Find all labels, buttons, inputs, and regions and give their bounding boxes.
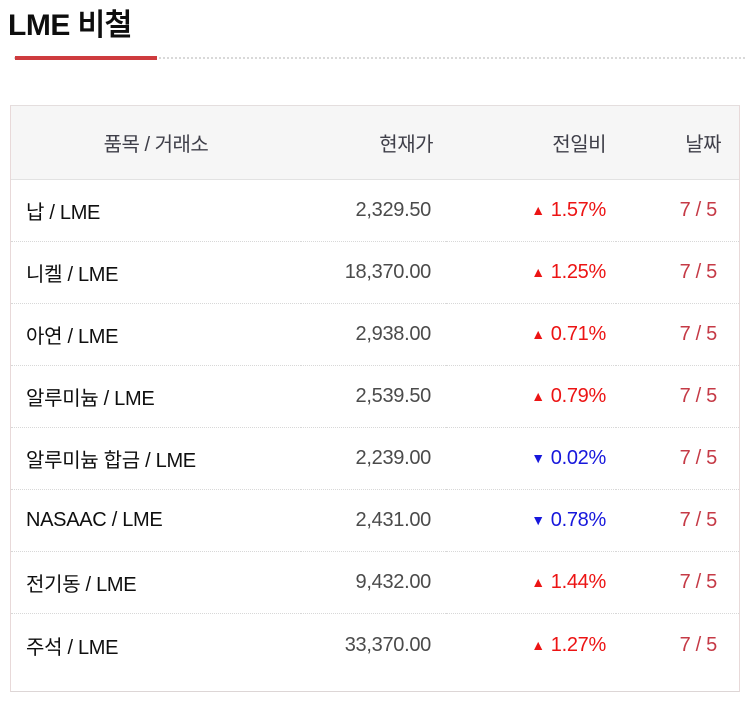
table-body: 납 / LME 2,329.50 ▲ 1.57% 7 / 5 니켈 / LME 18,370… (11, 179, 739, 691)
price-cell: 2,431.00 (301, 488, 446, 551)
down-triangle-icon: ▼ (531, 449, 545, 466)
change-cell: ▲ 1.44% (446, 550, 616, 613)
price-cell: 33,370.00 (301, 612, 446, 691)
change-cell: ▲ 1.27% (446, 612, 616, 691)
change-percent: 1.44% (550, 570, 607, 593)
column-header-change: 전일비 (446, 106, 616, 180)
item-cell: 니켈 / LME (11, 240, 301, 303)
price-cell: 2,239.00 (301, 426, 446, 489)
column-header-date: 날짜 (616, 106, 739, 180)
item-cell: 전기동 / LME (11, 550, 301, 613)
column-header-item: 품목 / 거래소 (11, 106, 301, 180)
price-cell: 2,329.50 (355, 198, 432, 221)
dotted-divider (14, 57, 745, 59)
price-cell: 18,370.00 (301, 240, 446, 303)
date-cell: 7 / 5 (616, 240, 739, 303)
date-cell: 7 / 5 (616, 488, 739, 551)
down-triangle-icon: ▼ (531, 511, 545, 528)
item-cell: NASAAC / LME (11, 488, 301, 551)
accent-underline (15, 56, 157, 60)
change-cell: ▼ 0.02% (446, 426, 616, 489)
table-row: 납 / LME 2,329.50 ▲ 1.57% 7 / 5 (11, 179, 739, 241)
change-cell: ▲ 1.25% (446, 240, 616, 303)
price-cell: 2,938.00 (301, 302, 446, 365)
change-cell: ▼ 0.78% (446, 488, 616, 551)
up-triangle-icon: ▲ (531, 573, 545, 590)
table-row: NASAAC / LME 2,431.00 ▼ 0.78% 7 / 5 (11, 488, 739, 551)
table-row: 알루미늄 / LME 2,539.50 ▲ 0.79% 7 / 5 (11, 364, 739, 427)
date-cell: 7 / 5 (616, 364, 739, 427)
item-cell: 주석 / LME (11, 612, 301, 691)
item-cell: 알루미늄 / LME (11, 364, 301, 427)
change-percent: 0.79% (550, 384, 607, 407)
title-underline (8, 56, 749, 60)
date-cell: 7 / 5 (616, 612, 739, 691)
item-cell: 납 / LME (26, 201, 101, 224)
table-row: 주석 / LME 33,370.00 ▲ 1.27% 7 / 5 (11, 612, 739, 691)
page-header: LME 비철 (0, 0, 749, 60)
up-triangle-icon: ▲ (531, 325, 545, 342)
page-title: LME 비철 (8, 9, 132, 42)
change-percent: 1.25% (550, 260, 607, 283)
date-cell: 7 / 5 (616, 550, 739, 613)
change-percent: 0.71% (550, 322, 607, 345)
table-row: 니켈 / LME 18,370.00 ▲ 1.25% 7 / 5 (11, 240, 739, 303)
table-row: 전기동 / LME 9,432.00 ▲ 1.44% 7 / 5 (11, 550, 739, 613)
item-cell: 아연 / LME (11, 302, 301, 365)
item-cell: 알루미늄 합금 / LME (11, 426, 301, 489)
price-cell: 2,539.50 (301, 364, 446, 427)
change-percent: 0.02% (550, 446, 607, 469)
up-triangle-icon: ▲ (531, 637, 545, 654)
up-triangle-icon: ▲ (531, 263, 545, 280)
change-cell: ▲ 0.79% (446, 364, 616, 427)
column-header-price: 현재가 (301, 106, 446, 180)
date-cell: 7 / 5 (616, 426, 739, 489)
table-row: 알루미늄 합금 / LME 2,239.00 ▼ 0.02% 7 / 5 (11, 426, 739, 489)
change-cell: ▲ 1.57% (446, 179, 616, 241)
header-row: 품목 / 거래소 현재가 전일비 날짜 (11, 106, 739, 180)
table-row: 아연 / LME 2,938.00 ▲ 0.71% 7 / 5 (11, 302, 739, 365)
up-triangle-icon: ▲ (531, 201, 545, 218)
date-cell: 7 / 5 (679, 198, 718, 221)
change-percent: 1.27% (550, 634, 607, 657)
date-cell: 7 / 5 (616, 302, 739, 365)
change-cell: ▲ 0.71% (446, 302, 616, 365)
price-cell: 9,432.00 (301, 550, 446, 613)
price-board: 품목 / 거래소 현재가 전일비 날짜 납 / LME 2,329.50 ▲ 1.57% 7 … (10, 105, 740, 692)
change-percent: 0.78% (550, 508, 607, 531)
price-table: 품목 / 거래소 현재가 전일비 날짜 납 / LME 2,329.50 ▲ 1.57% 7 … (11, 106, 739, 691)
up-triangle-icon: ▲ (531, 387, 545, 404)
change-percent: 1.57% (550, 198, 607, 221)
